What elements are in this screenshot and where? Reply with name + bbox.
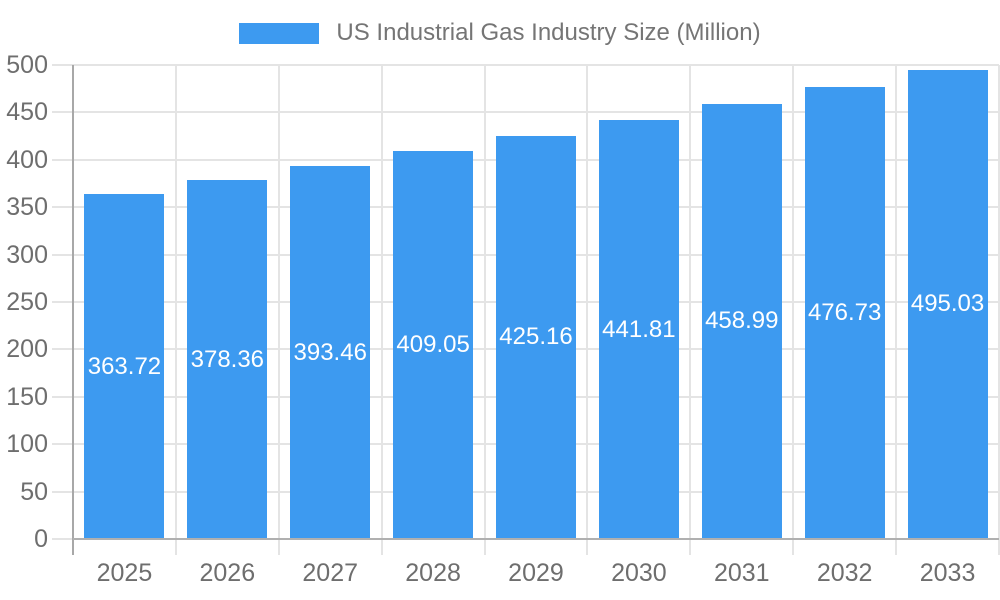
y-tick-label: 300 xyxy=(6,240,48,269)
bar-value-label: 409.05 xyxy=(396,331,470,359)
y-tick-label: 0 xyxy=(34,525,48,553)
bar-2031[interactable]: 458.99 xyxy=(701,103,782,539)
chart-legend[interactable]: US Industrial Gas Industry Size (Million… xyxy=(0,19,1000,47)
x-gridline xyxy=(792,65,795,555)
bar-2027[interactable]: 393.46 xyxy=(290,166,371,539)
bar-value-label: 378.36 xyxy=(190,345,265,373)
x-gridline xyxy=(998,65,1000,555)
y-tick-mark xyxy=(52,64,73,66)
y-tick-label: 150 xyxy=(6,382,48,411)
x-gridline xyxy=(586,65,589,555)
x-tick-label: 2033 xyxy=(919,559,976,587)
y-axis-line xyxy=(72,65,74,555)
bar-value-label: 476.73 xyxy=(807,299,882,327)
bar-2028[interactable]: 409.05 xyxy=(393,151,474,539)
y-tick-label: 100 xyxy=(6,430,48,459)
x-gridline xyxy=(895,65,898,555)
y-tick-mark xyxy=(52,443,73,446)
y-tick-mark xyxy=(52,538,73,540)
x-tick-label: 2030 xyxy=(611,559,667,587)
legend-swatch-icon xyxy=(239,22,320,44)
x-tick-label: 2028 xyxy=(405,559,461,587)
x-gridline xyxy=(174,65,177,555)
bar-2025[interactable]: 363.72 xyxy=(84,194,165,539)
y-tick-mark xyxy=(52,395,73,398)
y-gridline xyxy=(73,111,999,114)
bar-value-label: 425.16 xyxy=(499,323,573,351)
bar-2033[interactable]: 495.03 xyxy=(907,69,988,539)
y-tick-label: 450 xyxy=(6,98,48,127)
bar-value-label: 441.81 xyxy=(602,315,676,343)
bar-value-label: 393.46 xyxy=(293,338,367,366)
legend-label: US Industrial Gas Industry Size (Million… xyxy=(336,19,761,46)
bar-value-label: 363.72 xyxy=(87,352,162,380)
bar-value-label: 458.99 xyxy=(705,307,779,335)
x-gridline xyxy=(689,65,692,555)
y-tick-label: 400 xyxy=(6,145,48,174)
bar-2030[interactable]: 441.81 xyxy=(598,120,679,539)
x-tick-label: 2031 xyxy=(713,559,770,587)
y-tick-label: 250 xyxy=(6,288,48,316)
y-tick-mark xyxy=(52,111,73,114)
y-tick-mark xyxy=(52,301,73,303)
x-gridline xyxy=(277,65,280,555)
x-gridline xyxy=(380,65,383,555)
y-tick-label: 500 xyxy=(6,51,48,79)
x-tick-label: 2029 xyxy=(508,559,564,587)
y-tick-mark xyxy=(52,206,73,209)
y-tick-label: 350 xyxy=(6,193,48,222)
y-tick-mark xyxy=(52,158,73,161)
bar-2029[interactable]: 425.16 xyxy=(496,135,576,539)
x-tick-label: 2027 xyxy=(302,559,359,587)
x-tick-label: 2026 xyxy=(199,559,256,587)
y-tick-mark xyxy=(52,253,73,256)
x-tick-label: 2025 xyxy=(96,559,153,587)
y-tick-label: 50 xyxy=(20,477,48,506)
plot-area: 363.72 378.36 393.46 409.05 425.16 441.81 458.… xyxy=(52,64,1000,555)
x-axis-line xyxy=(73,538,999,540)
bar-2026[interactable]: 378.36 xyxy=(187,180,268,539)
bar-2032[interactable]: 476.73 xyxy=(804,87,885,539)
x-gridline xyxy=(483,65,486,555)
x-tick-label: 2032 xyxy=(816,559,873,587)
y-tick-mark xyxy=(52,348,73,351)
bar-value-label: 495.03 xyxy=(910,290,985,318)
y-tick-label: 200 xyxy=(6,335,48,364)
y-tick-mark xyxy=(52,490,73,493)
y-gridline xyxy=(73,64,999,66)
